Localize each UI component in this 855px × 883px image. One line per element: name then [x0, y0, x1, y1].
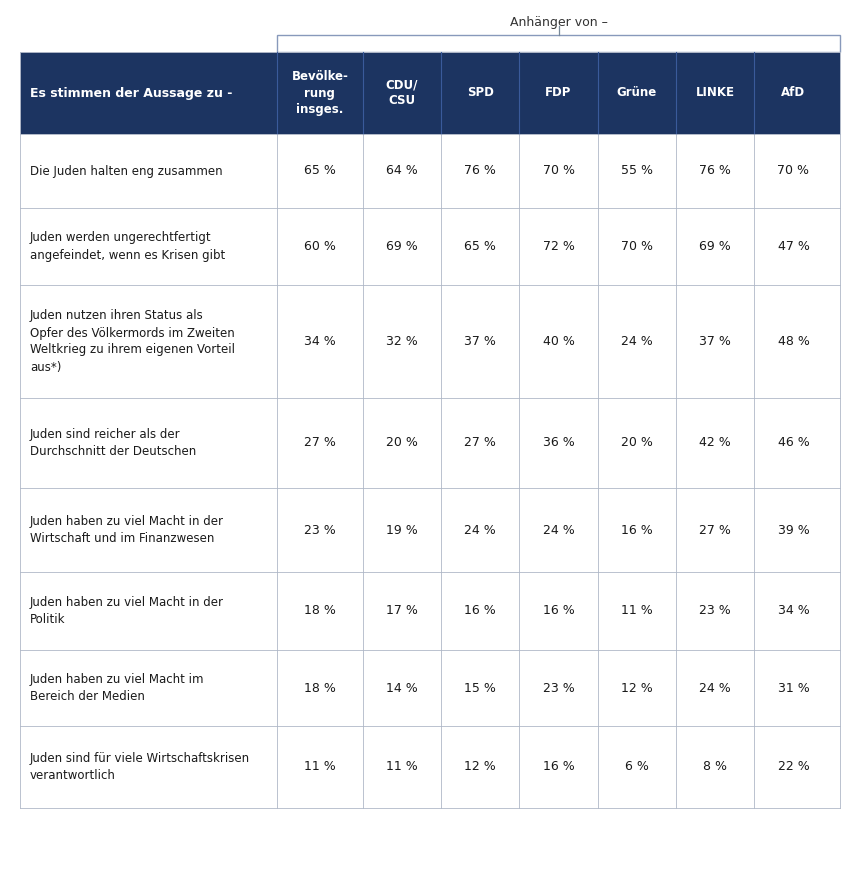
Text: 17 %: 17 %: [386, 605, 418, 617]
Text: CDU/
CSU: CDU/ CSU: [386, 79, 418, 108]
Text: 24 %: 24 %: [699, 682, 731, 695]
Text: 31 %: 31 %: [777, 682, 810, 695]
Text: 14 %: 14 %: [386, 682, 418, 695]
Text: Juden sind für viele Wirtschaftskrisen
verantwortlich: Juden sind für viele Wirtschaftskrisen v…: [30, 752, 251, 782]
Text: 40 %: 40 %: [543, 335, 575, 348]
Text: 15 %: 15 %: [464, 682, 496, 695]
Text: Es stimmen der Aussage zu -: Es stimmen der Aussage zu -: [30, 87, 233, 100]
Text: 27 %: 27 %: [464, 436, 496, 449]
Text: 16 %: 16 %: [543, 605, 575, 617]
Text: 11 %: 11 %: [621, 605, 652, 617]
Text: 47 %: 47 %: [777, 240, 810, 253]
Text: 69 %: 69 %: [386, 240, 418, 253]
Text: LINKE: LINKE: [696, 87, 734, 100]
Text: 18 %: 18 %: [304, 682, 336, 695]
Text: 20 %: 20 %: [386, 436, 418, 449]
Text: 23 %: 23 %: [304, 524, 336, 537]
Bar: [20, 650, 840, 726]
Text: 39 %: 39 %: [777, 524, 810, 537]
Bar: [20, 572, 840, 650]
Text: Anhänger von –: Anhänger von –: [510, 16, 607, 29]
Text: 12 %: 12 %: [464, 760, 496, 774]
Text: 42 %: 42 %: [699, 436, 731, 449]
Text: Juden haben zu viel Macht in der
Wirtschaft und im Finanzwesen: Juden haben zu viel Macht in der Wirtsch…: [30, 515, 224, 545]
Bar: [20, 726, 840, 808]
Text: 34 %: 34 %: [304, 335, 336, 348]
Text: Juden werden ungerechtfertigt
angefeindet, wenn es Krisen gibt: Juden werden ungerechtfertigt angefeinde…: [30, 231, 225, 261]
Bar: [20, 52, 840, 134]
Text: Juden sind reicher als der
Durchschnitt der Deutschen: Juden sind reicher als der Durchschnitt …: [30, 428, 197, 458]
Text: 22 %: 22 %: [777, 760, 810, 774]
Text: AfD: AfD: [781, 87, 805, 100]
Text: 16 %: 16 %: [464, 605, 496, 617]
Text: FDP: FDP: [545, 87, 572, 100]
Text: 12 %: 12 %: [621, 682, 652, 695]
Text: Die Juden halten eng zusammen: Die Juden halten eng zusammen: [30, 164, 222, 177]
Bar: [20, 398, 840, 488]
Text: 76 %: 76 %: [464, 164, 496, 177]
Text: 37 %: 37 %: [464, 335, 496, 348]
Text: 27 %: 27 %: [699, 524, 731, 537]
Text: 16 %: 16 %: [621, 524, 652, 537]
Text: 11 %: 11 %: [386, 760, 418, 774]
Text: 65 %: 65 %: [464, 240, 496, 253]
Text: Juden haben zu viel Macht im
Bereich der Medien: Juden haben zu viel Macht im Bereich der…: [30, 673, 204, 703]
Text: 8 %: 8 %: [703, 760, 727, 774]
Text: 23 %: 23 %: [699, 605, 731, 617]
Text: 48 %: 48 %: [777, 335, 810, 348]
Text: 64 %: 64 %: [386, 164, 418, 177]
Text: 32 %: 32 %: [386, 335, 418, 348]
Text: 27 %: 27 %: [304, 436, 336, 449]
Text: 34 %: 34 %: [777, 605, 810, 617]
Text: 46 %: 46 %: [777, 436, 810, 449]
Bar: [277, 35, 840, 52]
Text: 11 %: 11 %: [304, 760, 336, 774]
Text: 70 %: 70 %: [543, 164, 575, 177]
Text: SPD: SPD: [467, 87, 493, 100]
Text: 76 %: 76 %: [699, 164, 731, 177]
Bar: [20, 208, 840, 285]
Text: 65 %: 65 %: [304, 164, 336, 177]
Text: 18 %: 18 %: [304, 605, 336, 617]
Text: Juden haben zu viel Macht in der
Politik: Juden haben zu viel Macht in der Politik: [30, 596, 224, 626]
Text: 60 %: 60 %: [304, 240, 336, 253]
Text: 19 %: 19 %: [386, 524, 418, 537]
Text: 69 %: 69 %: [699, 240, 731, 253]
Text: 24 %: 24 %: [621, 335, 652, 348]
Text: 16 %: 16 %: [543, 760, 575, 774]
Text: 70 %: 70 %: [777, 164, 810, 177]
Bar: [20, 488, 840, 572]
Bar: [20, 134, 840, 208]
Bar: [20, 285, 840, 398]
Text: 20 %: 20 %: [621, 436, 652, 449]
Text: 36 %: 36 %: [543, 436, 575, 449]
Text: 23 %: 23 %: [543, 682, 575, 695]
Text: 6 %: 6 %: [625, 760, 649, 774]
Text: Grüne: Grüne: [616, 87, 657, 100]
Text: Bevölke-
rung
insges.: Bevölke- rung insges.: [292, 71, 348, 116]
Text: 24 %: 24 %: [464, 524, 496, 537]
Text: Juden nutzen ihren Status als
Opfer des Völkermords im Zweiten
Weltkrieg zu ihre: Juden nutzen ihren Status als Opfer des …: [30, 310, 235, 374]
Text: 72 %: 72 %: [543, 240, 575, 253]
Text: 37 %: 37 %: [699, 335, 731, 348]
Text: 55 %: 55 %: [621, 164, 653, 177]
Text: 24 %: 24 %: [543, 524, 575, 537]
Text: 70 %: 70 %: [621, 240, 653, 253]
